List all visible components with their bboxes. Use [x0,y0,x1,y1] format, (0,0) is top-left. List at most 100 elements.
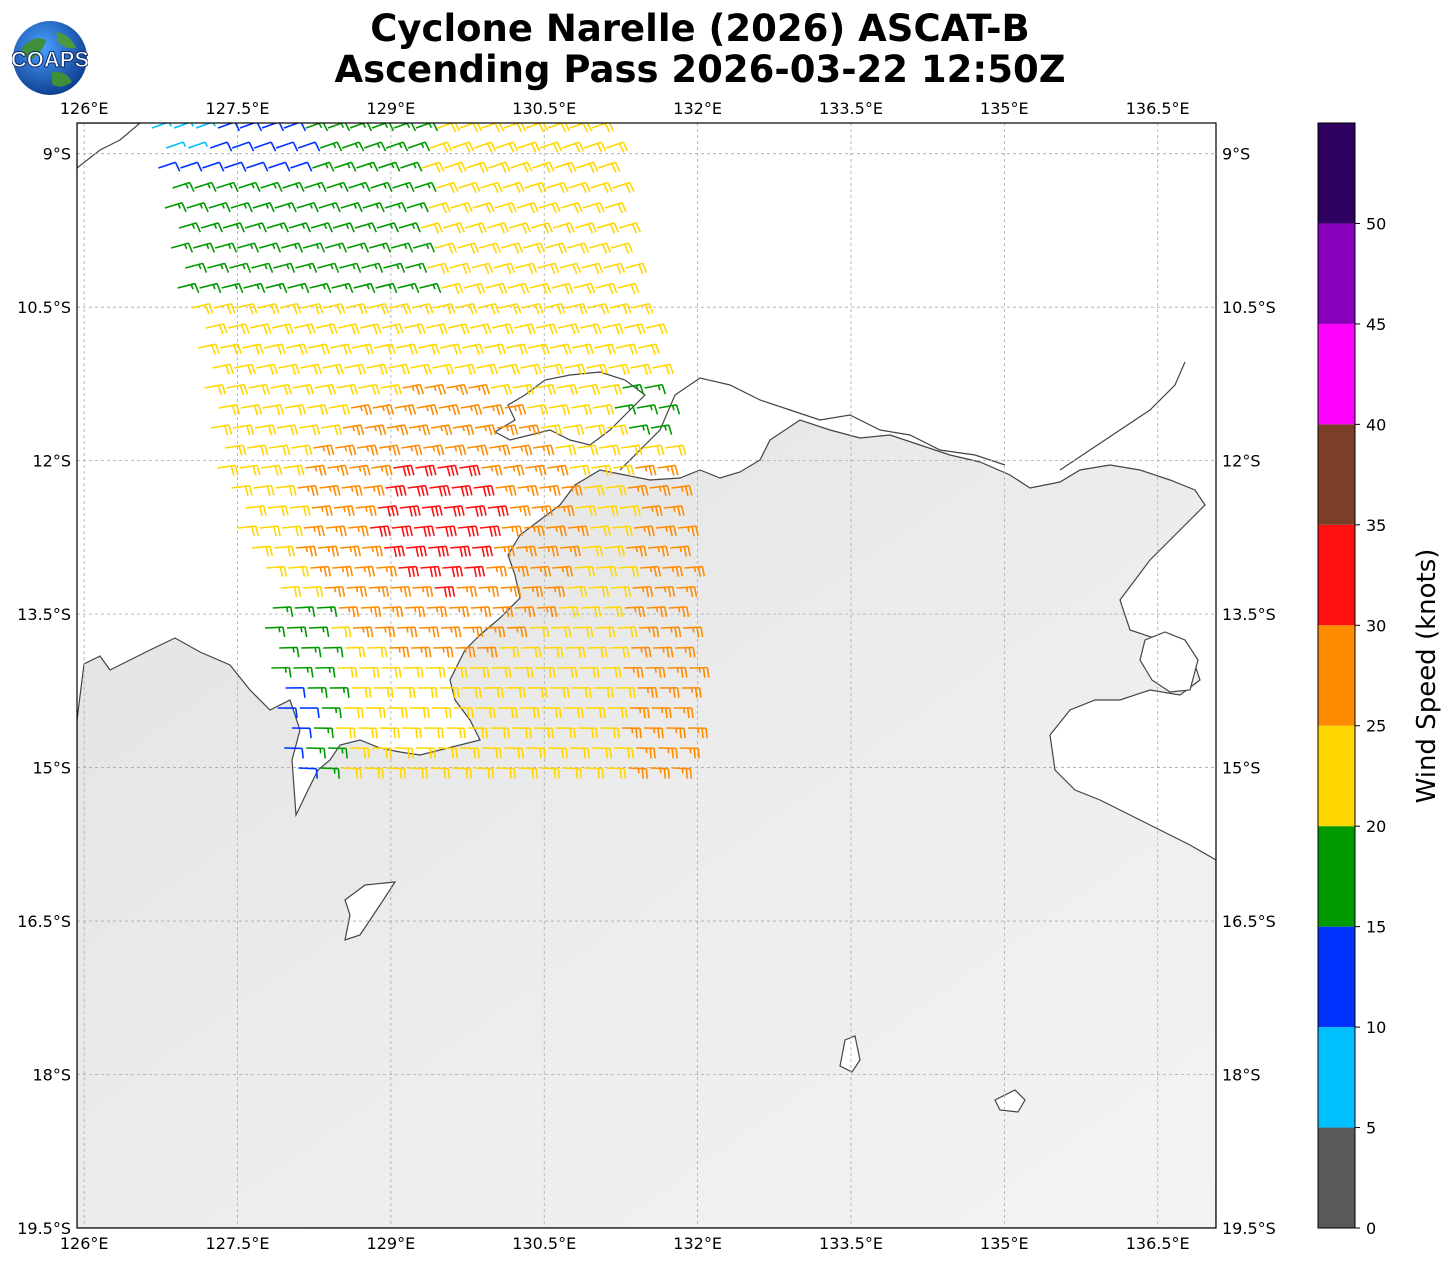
wind-barb [403,666,424,678]
lon-tick-bottom-4: 132°E [673,1234,722,1253]
wind-barb [257,302,280,315]
wind-barb [164,201,187,213]
wind-barb [423,727,444,739]
wind-barb [687,727,708,739]
title-line-1: Cyclone Narelle (2026) ASCAT-B [370,7,1030,50]
wind-barb [681,687,702,698]
wind-barb [337,666,358,678]
wind-barb [540,767,561,779]
wind-barb [517,141,541,153]
wind-barb [359,323,382,335]
wind-barb [425,666,446,678]
wind-barb [462,626,484,638]
wind-barb [544,242,568,254]
wind-barb [650,424,673,435]
wind-barb [677,525,699,537]
wind-barb [357,727,378,739]
wind-barb [517,484,539,497]
wind-barb [582,201,605,214]
lat-tick-left-3: 13.5°S [17,605,71,624]
wind-barb [532,161,555,173]
wind-barb [596,222,619,234]
wind-barb [249,323,272,335]
wind-barb [341,484,363,497]
wind-barb [195,123,216,129]
wind-barb [489,444,511,456]
wind-barb [426,606,448,618]
wind-barb [659,687,680,698]
wind-barb [623,666,644,678]
wind-barb [576,161,599,173]
wind-barb [288,565,310,577]
coaps-logo: COAPS [12,21,88,95]
wind-barb [324,242,348,253]
wind-barb [491,666,512,678]
wind-barb [385,484,407,497]
wind-barb [420,565,442,578]
wind-barb [570,747,590,759]
wind-barb [684,565,706,577]
wind-barb [501,525,523,537]
wind-barb [428,201,451,214]
wind-barb [337,323,360,335]
wind-barb [294,606,316,617]
wind-barb [560,545,582,557]
wind-barb [574,222,597,234]
wind-barb [390,242,414,253]
wind-barb [314,383,337,396]
wind-barb [244,222,267,233]
wind-barb [315,323,338,335]
wind-barb [618,222,641,234]
wind-barb [288,222,311,233]
wind-barb [587,302,610,315]
wind-barb [328,747,348,759]
wind-barb [440,626,462,638]
wind-barb [313,727,334,739]
wind-barb [192,242,216,253]
wind-barb [338,606,360,618]
wind-barb [453,707,474,719]
wind-barb [499,302,522,315]
wind-barb [450,201,473,214]
wind-barb [621,727,642,739]
lon-tick-bottom-3: 130.5°E [512,1234,576,1253]
wind-barb [589,525,611,537]
wind-barb [640,565,662,577]
wind-barb [559,262,582,274]
wind-barb [376,565,398,577]
wind-barb [469,666,490,678]
wind-barb [473,484,495,497]
wind-barb [655,525,677,537]
wind-barb [611,525,633,537]
wind-barb [448,606,470,618]
wind-barb [610,242,634,254]
wind-barb [260,181,283,192]
wind-barb [682,626,704,638]
wind-barb [269,444,291,456]
wind-barb [408,424,431,436]
wind-barb [307,687,328,698]
wind-barb [543,646,564,658]
wind-barb [320,424,343,436]
wind-barb [335,444,357,456]
colorbar-label-6: 30 [1366,616,1386,635]
colorbar: 0 5 10 15 20 25 30 35 40 45 50 [1317,122,1386,1238]
wind-barb [619,505,641,517]
wind-barb [346,585,368,598]
wind-barb [284,404,307,416]
wind-barb [437,464,459,477]
wind-barb [377,505,399,517]
wind-barb [207,262,230,273]
lat-tick-right-4: 15°S [1222,759,1261,778]
wind-barb [433,302,456,315]
wind-barb [331,282,354,294]
wind-barb [279,646,300,658]
wind-barb [588,585,610,598]
wind-barb [456,242,480,254]
wind-barb [271,666,292,678]
wind-barb [438,404,461,416]
wind-barb [366,363,388,375]
wind-barb [649,484,671,497]
wind-barb [494,545,516,557]
colorbar-bin-3 [1318,826,1355,927]
